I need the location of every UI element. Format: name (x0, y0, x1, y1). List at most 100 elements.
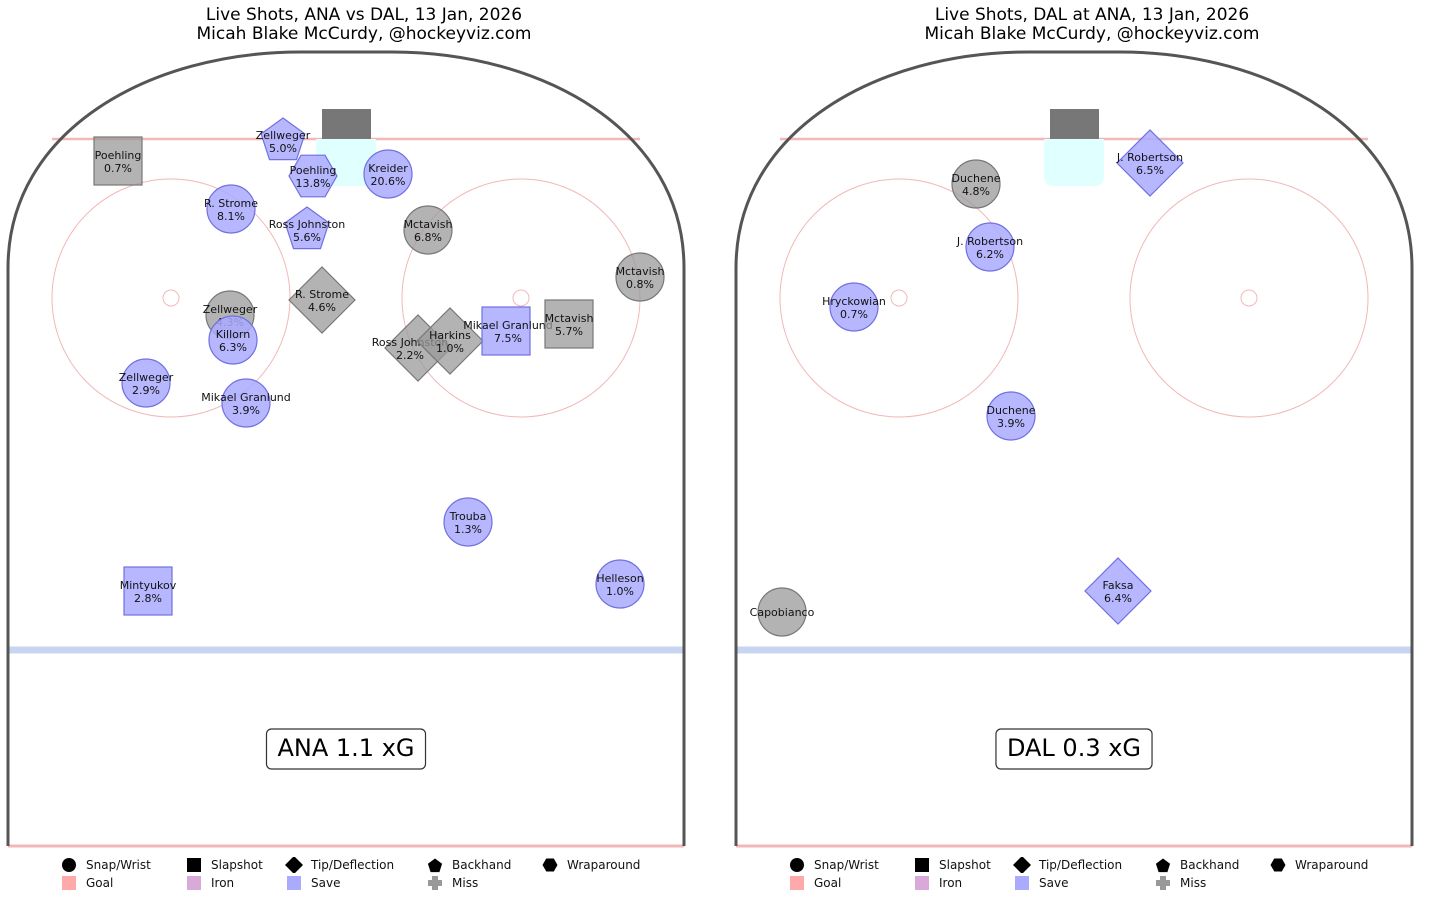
shot-xg-label: 20.6% (371, 175, 406, 188)
legend-label: Slapshot (211, 858, 263, 872)
pentagon-icon (1155, 858, 1171, 873)
xg-summary-box: DAL 0.3 xG (995, 728, 1153, 770)
goal-net (1050, 109, 1099, 139)
shot-player-label: Mikael Granlund (463, 319, 553, 332)
shot-xg-label: 7.5% (494, 332, 522, 345)
iron-swatch (187, 876, 201, 890)
shot-xg-label: 3.9% (997, 417, 1025, 430)
shot-marker (221, 378, 271, 428)
goal-swatch (790, 876, 804, 890)
legend-item-tip-deflection: Tip/Deflection (1013, 857, 1122, 873)
shot-player-label: Zellweger (203, 303, 258, 316)
legend-item-save: Save (285, 875, 340, 891)
goal-crease (1044, 139, 1104, 186)
square-icon (915, 858, 929, 872)
shot-player-label: Duchene (952, 172, 1001, 185)
shot-player-label: Harkins (429, 329, 471, 342)
legend-label: Tip/Deflection (311, 858, 395, 872)
shot-marker (206, 184, 256, 234)
shot-xg-label: 4.8% (962, 185, 990, 198)
legend-item-miss: Miss (1154, 875, 1206, 891)
shot-player-label: Mctavish (545, 312, 594, 325)
legend-label: Iron (939, 876, 963, 890)
shot-marker (544, 299, 594, 349)
shot-xg-label: 5.6% (293, 231, 321, 244)
legend-item-wraparound: Wraparound (1269, 857, 1368, 873)
shot-xg-label: 6.3% (219, 341, 247, 354)
pentagon-icon (427, 858, 443, 873)
diamond-icon (1013, 857, 1031, 873)
legend-label: Iron (211, 876, 235, 890)
shot-player-label: Killorn (216, 328, 250, 341)
faceoff-dot (1240, 289, 1258, 307)
shot-player-label: Poehling (95, 149, 142, 162)
shot-marker (284, 206, 330, 250)
shot-xg-label: 0.7% (104, 162, 132, 175)
shot-xg-label: 2.2% (396, 349, 424, 362)
shot-marker (615, 252, 665, 302)
legend-label: Save (311, 876, 341, 890)
shot-player-label: Mctavish (616, 265, 665, 278)
legend-item-miss: Miss (426, 875, 478, 891)
shot-marker (1084, 557, 1152, 625)
shot-xg-label: 6.5% (1136, 164, 1164, 177)
circle-icon (790, 858, 804, 872)
shot-player-label: Mintyukov (120, 579, 177, 592)
shot-player-label: J. Robertson (1116, 151, 1183, 164)
legend-label: Tip/Deflection (1039, 858, 1123, 872)
legend-label: Wraparound (567, 858, 641, 872)
shot-player-label: Mctavish (404, 218, 453, 231)
shot-player-label: Ross Johnston (269, 218, 346, 231)
boards (734, 50, 1414, 846)
goal-net (322, 109, 371, 139)
shot-player-label: Zellweger (119, 371, 174, 384)
shot-marker (288, 266, 356, 334)
save-swatch (287, 876, 301, 890)
legend-label: Save (1039, 876, 1069, 890)
circle-icon (62, 858, 76, 872)
shot-marker (481, 306, 531, 356)
shot-marker (829, 282, 879, 332)
chart-title: Live Shots, ANA vs DAL, 13 Jan, 2026 (205, 5, 523, 25)
legend-item-goal: Goal (60, 875, 113, 891)
faceoff-dot (890, 289, 908, 307)
legend-label: Snap/Wrist (814, 858, 879, 872)
shot-marker (260, 117, 306, 161)
chart-title: Live Shots, DAL at ANA, 13 Jan, 2026 (934, 5, 1250, 25)
shot-marker (363, 149, 413, 199)
legend-label: Miss (452, 876, 479, 890)
shot-marker (595, 559, 645, 609)
hexagon-icon (1270, 858, 1286, 872)
legend-item-backhand: Backhand (426, 857, 511, 873)
faceoff-circle (1129, 178, 1369, 418)
legend-item-slapshot: Slapshot (913, 857, 991, 873)
legend-label: Goal (814, 876, 842, 890)
shot-marker (986, 391, 1036, 441)
shot-xg-label: 6.8% (414, 231, 442, 244)
shot-xg-label: 3.9% (232, 404, 260, 417)
shot-xg-label: 4.6% (308, 301, 336, 314)
faceoff-circle (51, 178, 291, 418)
shot-xg-label: 6.4% (1104, 592, 1132, 605)
shot-marker (208, 315, 258, 365)
legend-item-snap-wrist: Snap/Wrist (788, 857, 879, 873)
legend-label: Wraparound (1295, 858, 1369, 872)
save-swatch (1015, 876, 1029, 890)
shot-player-label: Mikael Granlund (201, 391, 291, 404)
shot-marker (1116, 129, 1184, 197)
shot-marker (416, 307, 484, 375)
shot-player-label: Faksa (1103, 579, 1134, 592)
shot-xg-label: 5.0% (269, 142, 297, 155)
shot-marker (121, 358, 171, 408)
legend-label: Backhand (1180, 858, 1240, 872)
ana-shot-chart: Live Shots, ANA vs DAL, 13 Jan, 2026 Mic… (6, 5, 686, 891)
shot-xg-label: 5.7% (555, 325, 583, 338)
shot-xg-label: 0.7% (840, 308, 868, 321)
legend-item-goal: Goal (788, 875, 841, 891)
shot-marker (403, 205, 453, 255)
faceoff-circle (779, 178, 1019, 418)
shot-xg-label: 1.0% (436, 342, 464, 355)
faceoff-dot (512, 289, 530, 307)
legend-label: Backhand (452, 858, 512, 872)
